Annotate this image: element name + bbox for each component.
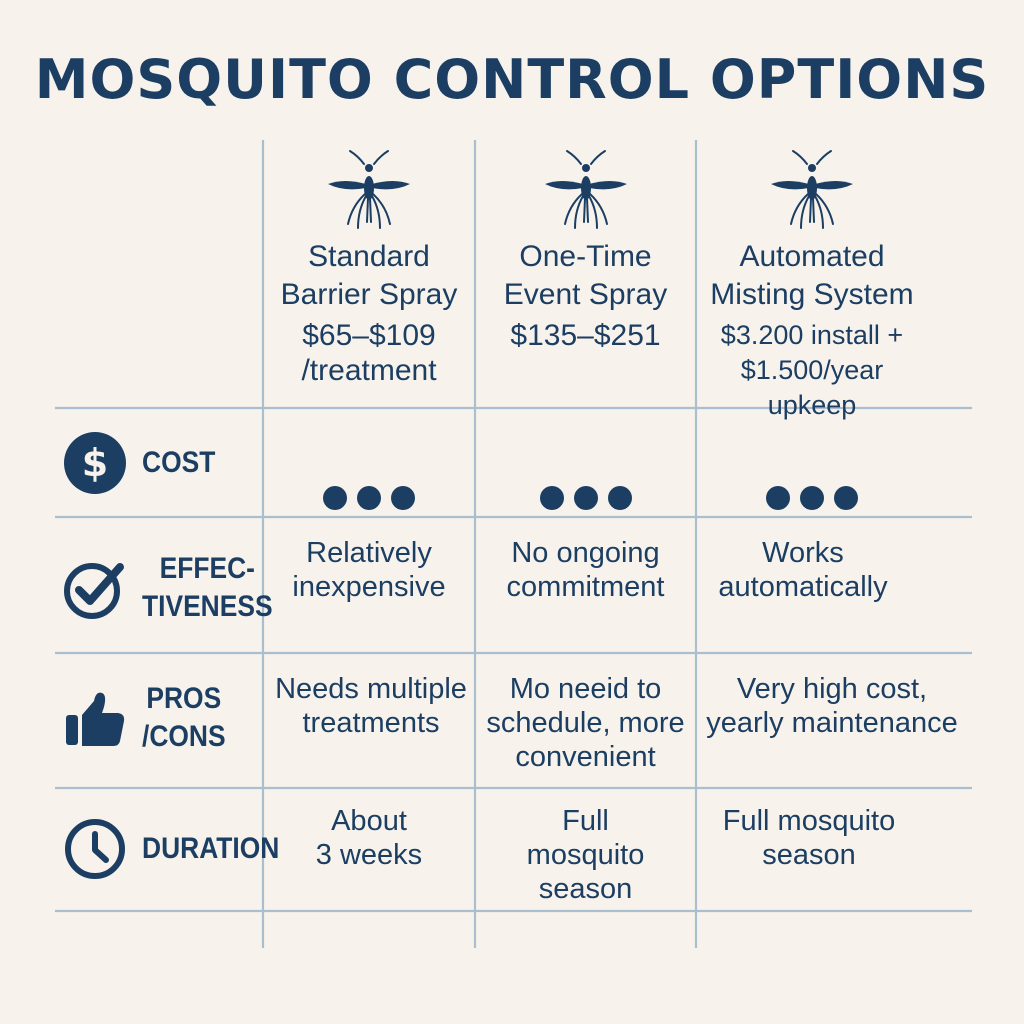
duration-standard: About 3 weeks — [315, 805, 423, 871]
row-label-cost: $ COST — [62, 430, 262, 496]
duration-automated: Full mosquito season — [722, 805, 896, 871]
thumbs-up-icon — [66, 692, 125, 746]
row-label-duration: DURATION — [62, 816, 279, 882]
pros-cons-one-time: Mo neeid to schedule, more convenient — [486, 673, 685, 773]
rating-dot — [834, 486, 858, 510]
check-circle-icon — [64, 563, 124, 619]
rating-dot — [357, 486, 381, 510]
row-label-text: DURATION — [142, 832, 280, 865]
effectiveness-one-time: No ongoing commitment — [506, 537, 665, 603]
cost-rating-standard — [265, 452, 473, 544]
rating-dot — [800, 486, 824, 510]
rating-dot — [539, 486, 564, 510]
column-title: Automated Misting System — [710, 240, 914, 311]
svg-text:$: $ — [82, 441, 108, 485]
page-title: MOSQUITO CONTROL OPTIONS — [34, 48, 990, 111]
column-price: $135–$251 — [510, 319, 661, 352]
row-label-text: COST — [142, 446, 216, 479]
row-label-text: PROS /CONS — [142, 682, 226, 753]
pros-cons-automated: Very high cost, yearly maintenance — [706, 673, 958, 739]
rating-dot — [607, 486, 632, 510]
rating-dot — [391, 486, 415, 510]
column-header-standard-barrier-spray: Standard Barrier Spray $65–$109 /treatme… — [265, 140, 473, 402]
cost-rating-one-time — [477, 452, 694, 544]
column-price: $65–$109 /treatment — [301, 319, 437, 387]
rating-dot — [573, 486, 598, 510]
row-label-pros-cons: PROS /CONS — [62, 680, 262, 756]
column-header-automated-misting-system: Automated Misting System $3.200 install … — [698, 140, 926, 420]
rating-dot — [323, 486, 347, 510]
mosquito-icon — [544, 150, 627, 229]
rating-dot — [766, 486, 790, 510]
column-price: $3.200 install + $1.500/year upkeep — [720, 320, 904, 420]
effectiveness-automated: Works automatically — [718, 537, 888, 603]
dollar-icon: $ — [64, 432, 126, 494]
column-title: One-Time Event Spray — [503, 240, 668, 311]
effectiveness-standard: Relatively inexpensive — [292, 537, 446, 603]
row-label-effectiveness: EFFEC- TIVENESS — [62, 550, 273, 626]
mosquito-icon — [328, 150, 410, 229]
column-title: Standard Barrier Spray — [280, 240, 458, 311]
mosquito-icon — [771, 150, 853, 229]
cost-rating-automated — [698, 452, 926, 544]
pros-cons-standard: Needs multiple treatments — [275, 673, 467, 739]
column-header-one-time-event-spray: One-Time Event Spray $135–$251 — [477, 140, 694, 402]
row-label-text: EFFEC- TIVENESS — [142, 552, 273, 623]
clock-icon — [65, 819, 125, 879]
duration-one-time: Full mosquito season — [526, 805, 645, 905]
